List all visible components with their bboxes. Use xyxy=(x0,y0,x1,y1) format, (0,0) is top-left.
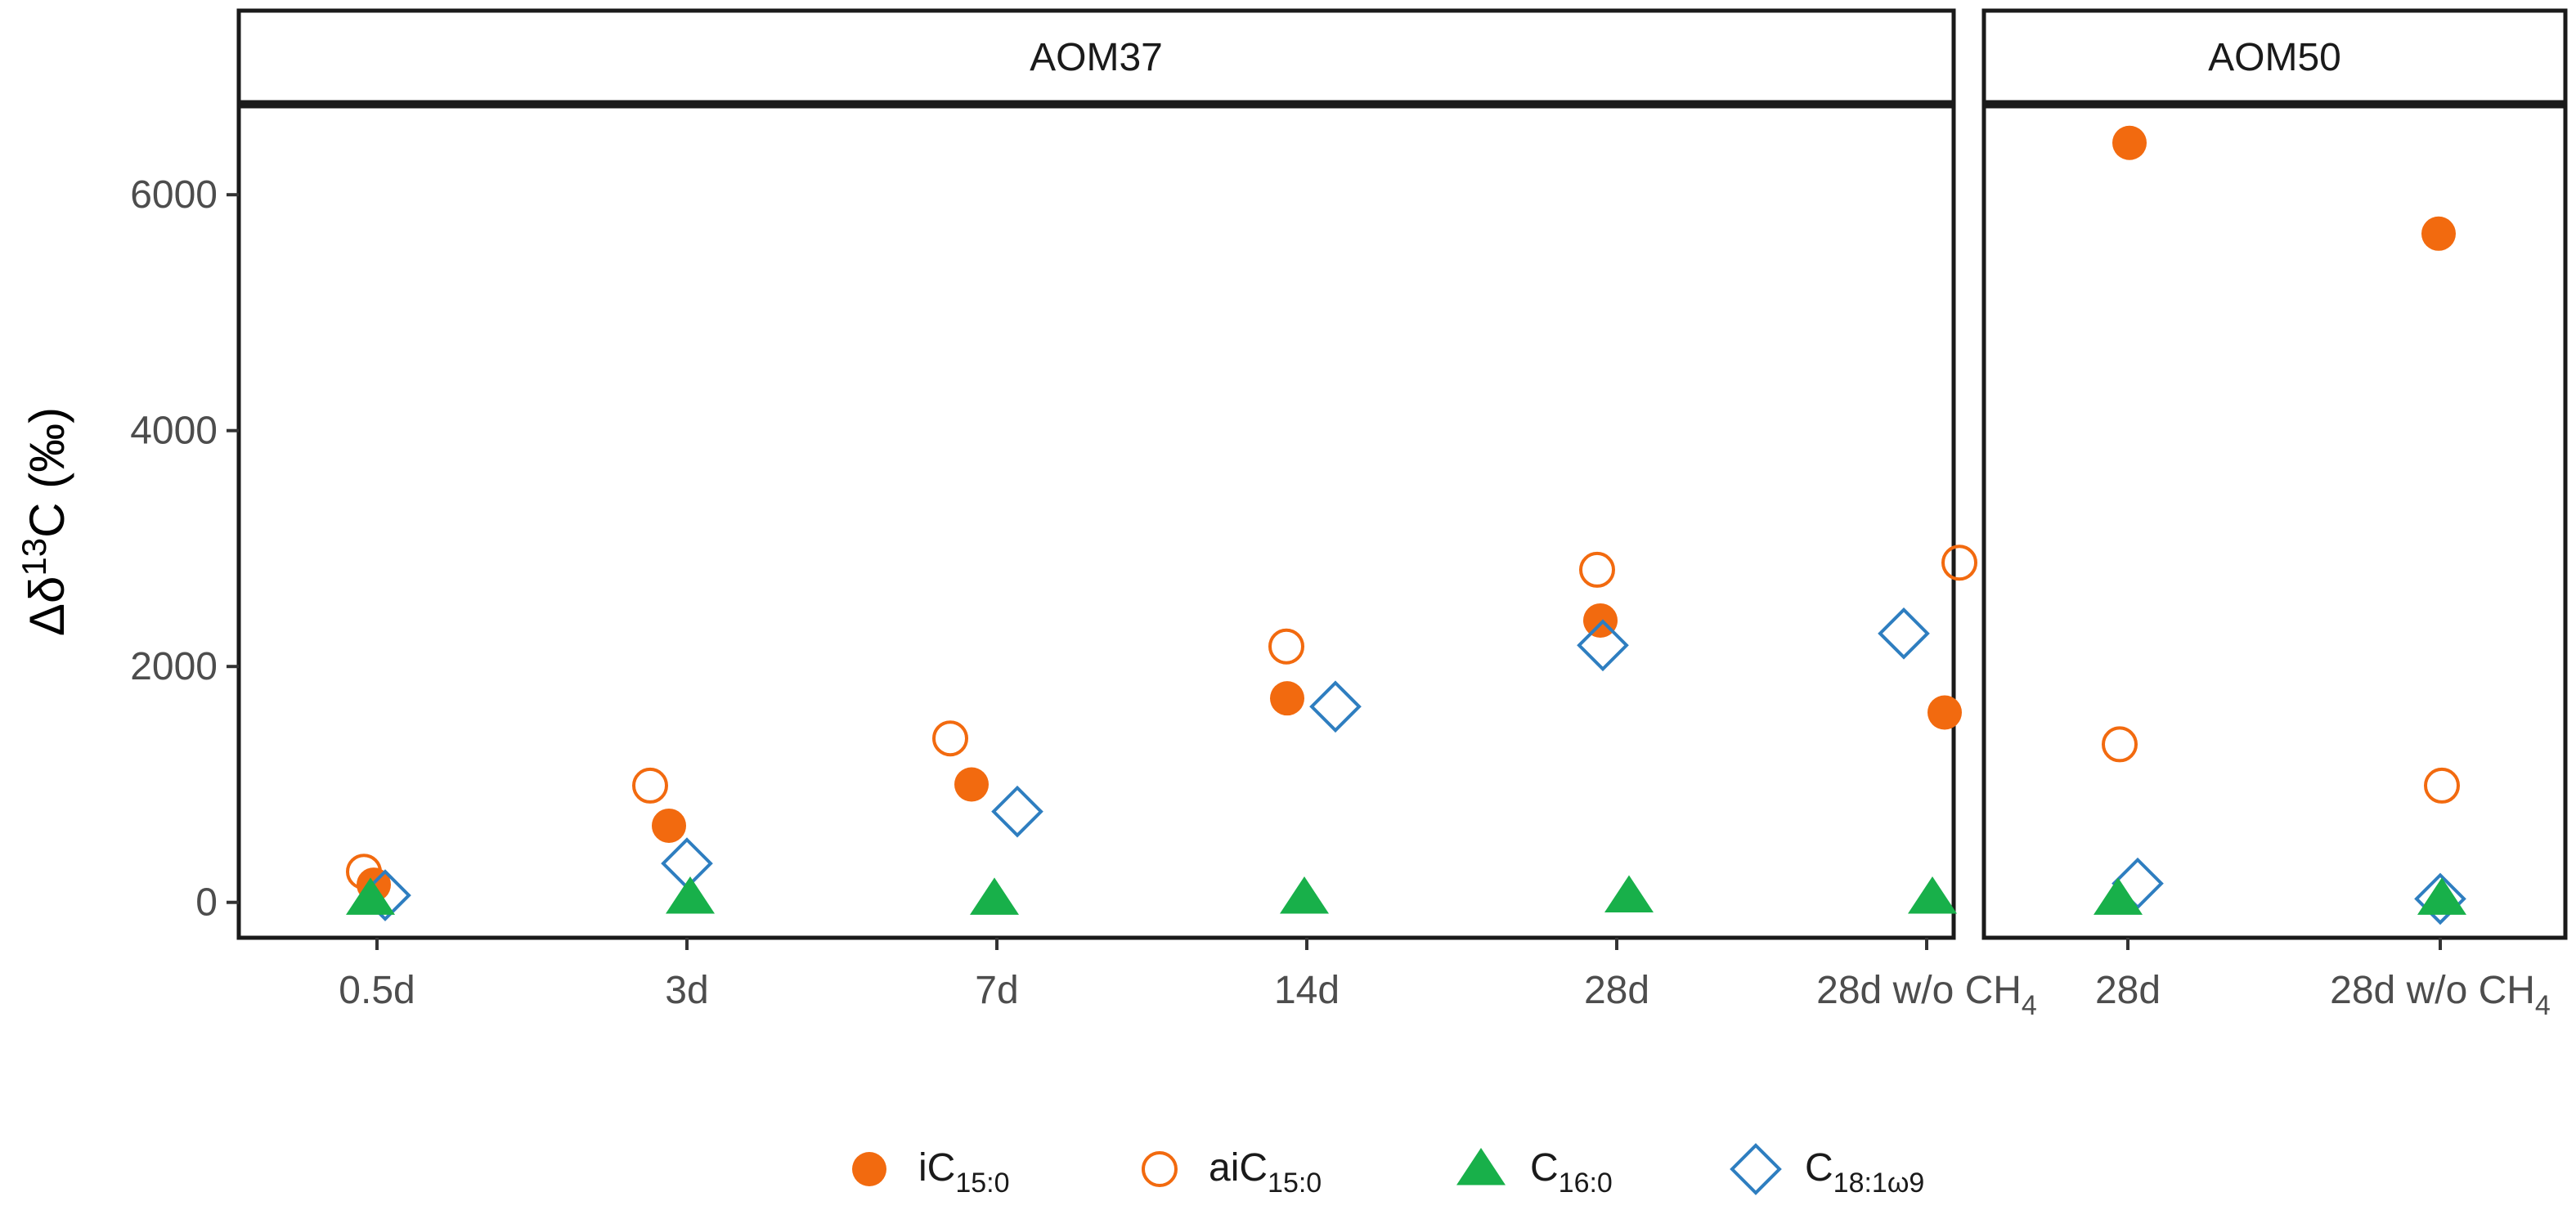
facet-label: AOM37 xyxy=(1030,36,1163,79)
plot-area xyxy=(236,104,1956,940)
legend-item-C18: C18:1ω9 xyxy=(1730,1143,1924,1199)
data-point-aiC15 xyxy=(932,720,968,757)
x-tick-label: 0.5d xyxy=(339,969,415,1012)
data-point-C16 xyxy=(666,876,715,914)
data-point-iC15 xyxy=(954,767,989,802)
panel-aom50: AOM50 28d 28d w/o CH4 xyxy=(1981,8,2568,1021)
data-point-C16 xyxy=(1908,876,1957,914)
y-tick-label: 6000 xyxy=(130,173,218,217)
facet-strip xyxy=(1981,8,2568,105)
data-point-C16 xyxy=(1280,876,1329,914)
data-point-C18 xyxy=(2414,872,2466,925)
facet-strip xyxy=(236,8,1956,105)
x-tick-label: 28d w/o CH4 xyxy=(2330,969,2551,1021)
facet-label: AOM50 xyxy=(2208,36,2341,79)
data-point-aiC15 xyxy=(1268,628,1304,665)
legend-key-C16 xyxy=(1456,1148,1506,1185)
data-point-C16 xyxy=(1604,875,1654,913)
legend-label: iC15:0 xyxy=(918,1146,1010,1199)
x-tick-label: 28d xyxy=(2095,969,2161,1012)
legend-key-C18 xyxy=(1730,1143,1782,1195)
data-point-C18 xyxy=(991,785,1043,838)
data-point-iC15 xyxy=(2112,125,2147,160)
panel-aom37: AOM37 0.5d 3d 7d 14d 28d 28d w/o CH4 xyxy=(236,8,2037,1021)
x-tick-label: 3d xyxy=(665,969,708,1012)
data-point-aiC15 xyxy=(2102,726,2138,763)
legend-item-aiC15: aiC15:0 xyxy=(1142,1146,1322,1199)
legend-key-aiC15 xyxy=(1142,1151,1178,1187)
data-point-C18 xyxy=(1577,619,1629,672)
panels-layer: AOM37 0.5d 3d 7d 14d 28d 28d w/o CH4 AOM50 28d 28… xyxy=(236,8,2568,1021)
x-tick-label: 7d xyxy=(975,969,1018,1012)
y-tick-label: 0 xyxy=(195,881,218,925)
data-point-aiC15 xyxy=(2424,767,2460,804)
data-point-C16 xyxy=(346,877,395,915)
data-point-aiC15 xyxy=(1579,551,1615,588)
y-axis: 0 2000 4000 6000 Δδ13C (‰) xyxy=(15,173,239,925)
legend-key-iC15 xyxy=(852,1152,886,1186)
data-point-iC15 xyxy=(652,808,686,843)
data-point-C18 xyxy=(1309,680,1362,733)
data-point-C16 xyxy=(970,877,1019,915)
legend-label: C16:0 xyxy=(1530,1146,1613,1199)
legend-item-iC15: iC15:0 xyxy=(852,1146,1010,1199)
x-tick-label: 14d xyxy=(1274,969,1340,1012)
data-point-iC15 xyxy=(2421,216,2456,251)
plot-area xyxy=(1981,104,2568,940)
data-point-iC15 xyxy=(1928,695,1962,730)
data-point-C16 xyxy=(2094,877,2143,915)
data-point-aiC15 xyxy=(632,767,668,804)
data-point-iC15 xyxy=(1270,681,1304,716)
y-tick-label: 4000 xyxy=(130,410,218,453)
x-tick-label: 28d xyxy=(1584,969,1649,1012)
data-point-C18 xyxy=(2112,857,2164,910)
legend-label: aiC15:0 xyxy=(1209,1146,1322,1199)
y-axis-title: Δδ13C (‰) xyxy=(15,407,74,636)
data-point-C16 xyxy=(2417,877,2466,915)
legend-item-C16: C16:0 xyxy=(1456,1146,1613,1199)
data-point-aiC15 xyxy=(1941,545,1977,581)
y-tick-label: 2000 xyxy=(130,645,218,688)
legend-label: C18:1ω9 xyxy=(1805,1146,1924,1199)
legend: iC15:0 aiC15:0 C16:0 C18:1ω9 xyxy=(852,1143,1924,1199)
data-point-C18 xyxy=(1878,607,1930,660)
x-tick-label: 28d w/o CH4 xyxy=(1816,969,2037,1021)
